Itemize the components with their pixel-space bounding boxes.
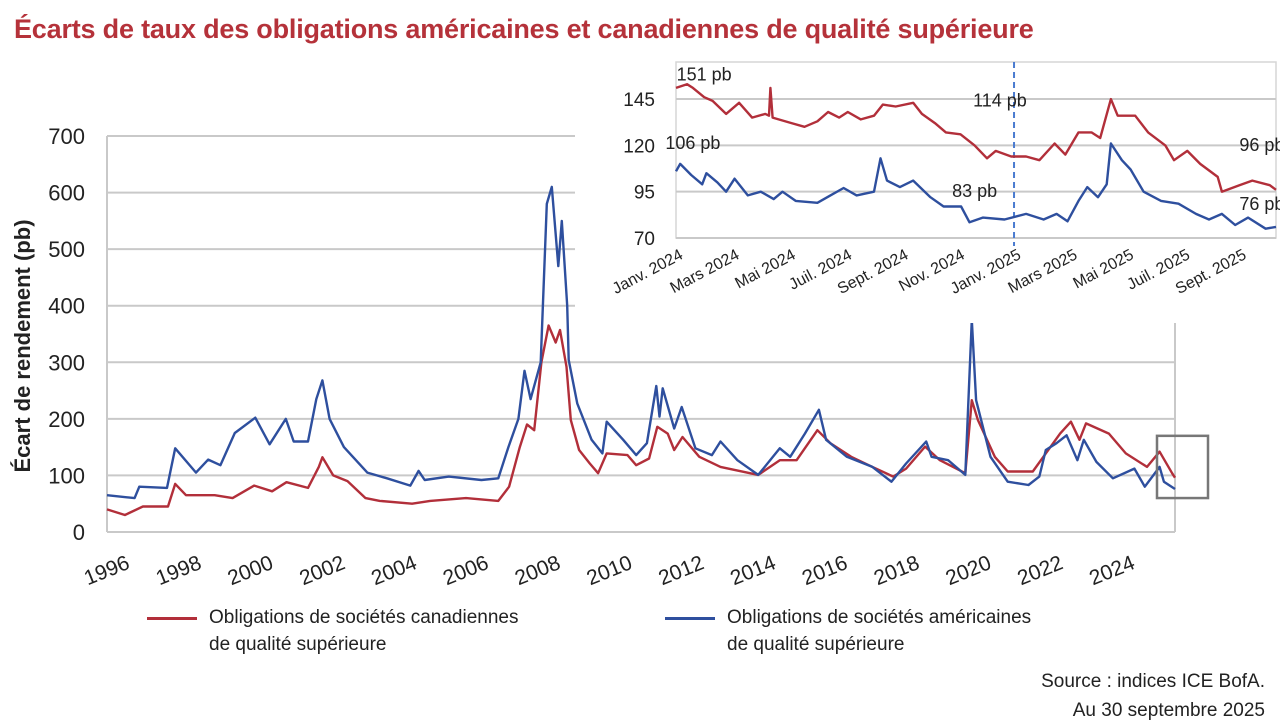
- inset-series-line-canadian: [675, 83, 1277, 193]
- zoom-region-box: [1155, 434, 1210, 500]
- inset-y-tick-label: 70: [634, 229, 655, 250]
- x-tick-label: 2024: [1086, 551, 1138, 590]
- inset-annotation-canadian: 151 pb: [677, 65, 732, 85]
- x-tick-label: 2008: [512, 551, 564, 590]
- inset-annotation-canadian: 114 pb: [973, 90, 1027, 110]
- date-note: Au 30 septembre 2025: [1072, 700, 1265, 721]
- inset-annotation-us: 76 pb: [1239, 194, 1280, 214]
- legend-item-us: Obligations de sociétés américaines de q…: [665, 604, 1031, 658]
- inset-annotation-canadian: 96 pb: [1239, 135, 1280, 155]
- inset-annotation-us: 106 pb: [665, 133, 720, 153]
- legend-item-canadian: Obligations de sociétés canadiennes de q…: [147, 604, 518, 658]
- legend-label-line-2: de qualité supérieure: [209, 634, 387, 655]
- legend-label-line-1: Obligations de sociétés américaines: [727, 607, 1032, 628]
- main-series: [106, 185, 1210, 517]
- x-tick-label: 2014: [727, 551, 779, 590]
- y-tick-label: 100: [48, 463, 85, 488]
- inset-annotation-us: 83 pb: [952, 181, 997, 201]
- x-tick-label: 2016: [799, 551, 851, 590]
- x-tick-label: 2004: [368, 551, 420, 590]
- x-tick-label: 2010: [584, 551, 636, 590]
- x-tick-label: 2020: [943, 551, 995, 590]
- legend-swatch-us: [665, 617, 715, 620]
- legend-swatch-canadian: [147, 617, 197, 620]
- chart-title: Écarts de taux des obligations américain…: [14, 14, 1034, 44]
- x-tick-label: 1996: [81, 551, 133, 590]
- x-tick-label: 2012: [655, 551, 707, 590]
- y-axis-label: Écart de rendement (pb): [10, 219, 35, 472]
- x-tick-label: 2000: [225, 551, 277, 590]
- series-line-us: [106, 185, 1176, 500]
- x-tick-label: 2018: [871, 551, 923, 590]
- y-tick-label: 600: [48, 181, 85, 206]
- x-tick-label: 2002: [296, 551, 348, 590]
- source-note: Source : indices ICE BofA.: [1041, 671, 1265, 692]
- series-line-canadian: [106, 324, 1177, 517]
- inset-series-line-us: [674, 142, 1277, 230]
- x-tick-label: 2022: [1014, 551, 1066, 590]
- inset-y-tick-label: 120: [623, 136, 655, 157]
- x-tick-label: 1998: [153, 551, 205, 590]
- y-tick-label: 0: [73, 520, 85, 545]
- y-tick-label: 400: [48, 294, 85, 319]
- legend-label-line-2: de qualité supérieure: [727, 634, 905, 655]
- y-tick-label: 300: [48, 350, 85, 375]
- y-tick-label: 500: [48, 237, 85, 262]
- legend-label-us: Obligations de sociétés américaines de q…: [727, 604, 1031, 658]
- legend-label-line-1: Obligations de sociétés canadiennes: [209, 607, 519, 628]
- y-tick-label: 200: [48, 407, 85, 432]
- x-tick-label: 2006: [440, 551, 492, 590]
- legend-label-canadian: Obligations de sociétés canadiennes de q…: [209, 604, 518, 658]
- y-tick-label: 700: [48, 124, 85, 149]
- inset-y-tick-label: 95: [634, 183, 655, 204]
- inset-y-tick-label: 145: [623, 90, 655, 111]
